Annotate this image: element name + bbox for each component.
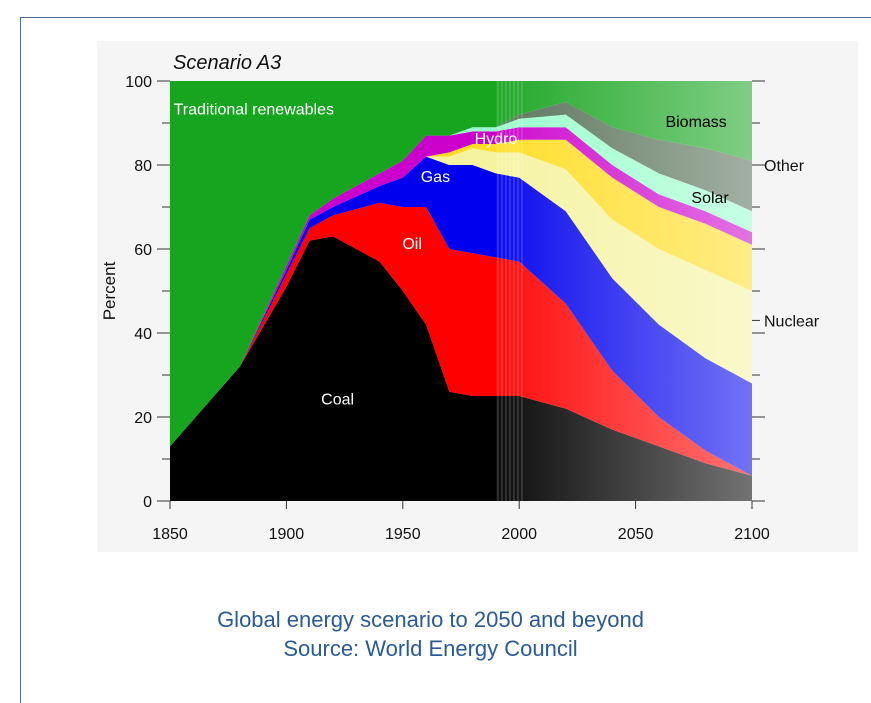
series-label-biomass: Biomass: [665, 114, 726, 131]
y-tick-label: 80: [134, 158, 152, 175]
x-tick-label: 1900: [269, 526, 305, 543]
caption-title: Global energy scenario to 2050 and beyon…: [217, 607, 644, 632]
y-axis-label: Percent: [100, 261, 119, 320]
slide-top-rule: [20, 17, 871, 18]
projection-fade: [495, 81, 752, 501]
chart-title: Scenario A3: [173, 52, 281, 74]
y-tick-label: 0: [143, 494, 152, 511]
series-label-hydro: Hydro: [475, 131, 518, 148]
x-tick-label: 1950: [385, 526, 421, 543]
x-tick-label: 2050: [618, 526, 654, 543]
series-label-coal: Coal: [321, 391, 354, 408]
y-tick-label: 20: [134, 410, 152, 427]
chart-figure: Traditional renewables Biomass Hydro Gas Sol…: [97, 41, 858, 552]
stacked-area-chart: Traditional renewables Biomass Hydro Gas Sol…: [100, 52, 820, 543]
y-tick-label: 40: [134, 326, 152, 343]
series-area-traditional-renewables: [170, 81, 752, 447]
slide-left-rule: [20, 17, 21, 703]
series-label-oil: Oil: [402, 236, 422, 253]
x-tick-label: 2100: [734, 526, 770, 543]
side-label-other: Other: [764, 158, 805, 175]
side-label-nuclear: Nuclear: [764, 313, 820, 330]
y-tick-label: 60: [134, 242, 152, 259]
series-label-gas: Gas: [421, 169, 450, 186]
y-tick-label: 100: [125, 74, 152, 91]
caption-source: Source: World Energy Council: [283, 636, 578, 661]
series-label-traditional-renewables: Traditional renewables: [174, 102, 334, 119]
x-tick-label: 2000: [501, 526, 537, 543]
series-label-solar: Solar: [691, 190, 729, 207]
x-tick-label: 1850: [152, 526, 188, 543]
